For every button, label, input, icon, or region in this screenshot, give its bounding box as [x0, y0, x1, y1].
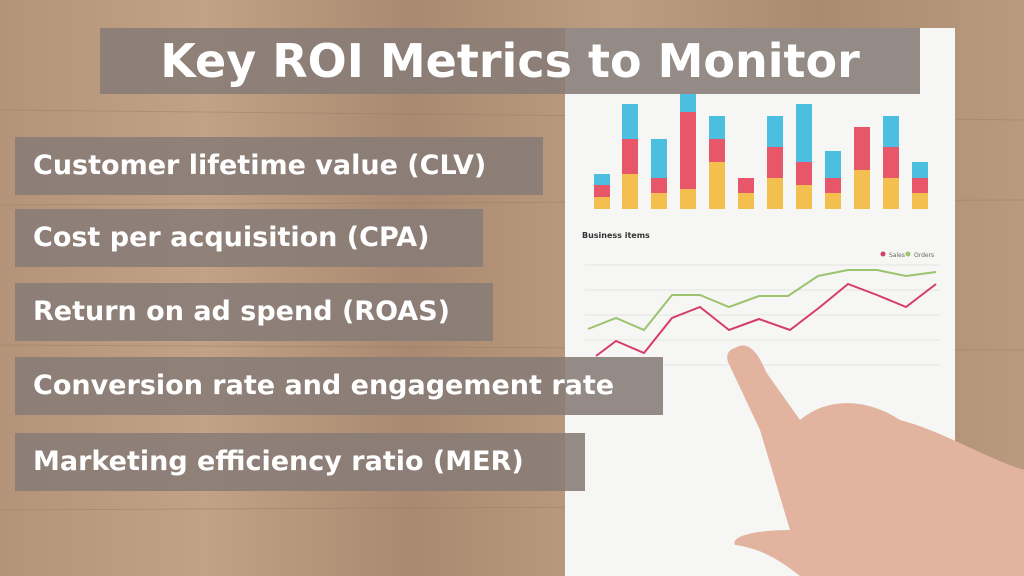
metric-item: Return on ad spend (ROAS) [15, 283, 493, 341]
hand [727, 345, 1024, 576]
legend-label: Sales [889, 252, 905, 259]
legend-dot [905, 251, 911, 257]
paper-chart-title: Business items [582, 231, 650, 240]
paper-line-orders [587, 269, 937, 332]
paper-bar-chart [594, 94, 928, 209]
metric-item: Customer lifetime value (CLV) [15, 137, 543, 195]
title: Key ROI Metrics to Monitor [100, 28, 920, 94]
paper-line-sales [595, 282, 937, 357]
metric-item: Conversion rate and engagement rate [15, 357, 663, 415]
metric-item: Cost per acquisition (CPA) [15, 209, 483, 267]
legend-label: Orders [914, 252, 934, 259]
legend-dot [880, 251, 886, 257]
metric-item: Marketing efficiency ratio (MER) [15, 433, 585, 491]
